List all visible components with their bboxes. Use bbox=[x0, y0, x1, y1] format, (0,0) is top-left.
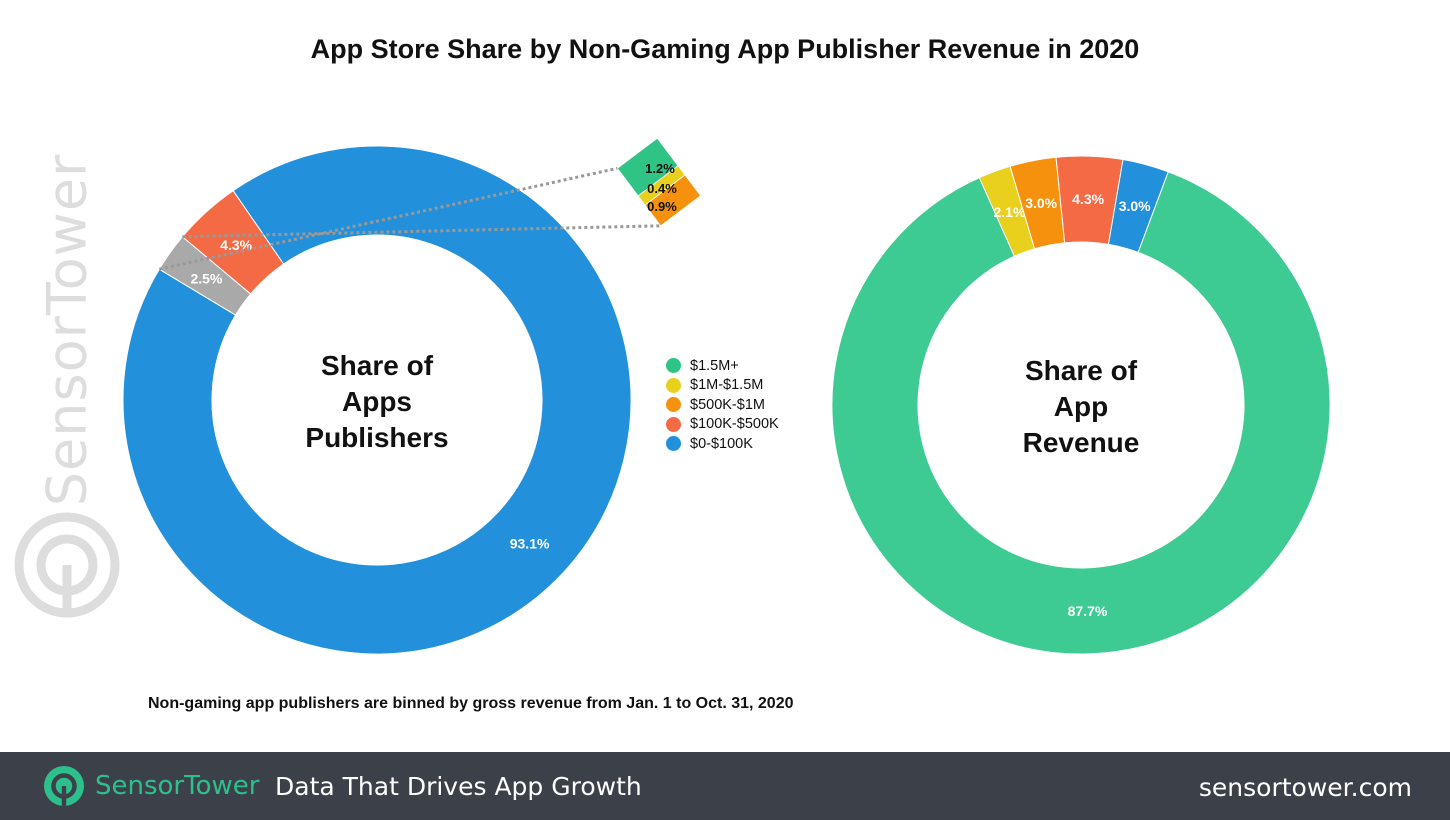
slice-0-100k bbox=[1107, 158, 1169, 253]
chart-title: App Store Share by Non-Gaming App Publis… bbox=[310, 34, 1140, 64]
footer-bar: SensorTower Data That Drives App Growth … bbox=[0, 752, 1450, 820]
slice-1-5m bbox=[831, 171, 1331, 655]
breakout-segment-500k-1m bbox=[644, 174, 702, 227]
center-label-line-3: Revenue bbox=[1023, 427, 1140, 458]
legend-swatch bbox=[666, 416, 681, 432]
center-label-line-2: App bbox=[1054, 391, 1108, 422]
center-label-line-2: Apps bbox=[342, 386, 412, 417]
donut-chart-1: 93.1% 2.5% 4.3% Share of Apps Publishers 1.2% 0… bbox=[122, 137, 702, 655]
data-label-1-5m: 87.7% bbox=[1068, 603, 1108, 619]
slice-0-100k bbox=[122, 145, 632, 655]
legend-label: $1M-$1.5M bbox=[690, 377, 764, 394]
legend-entry-1-5m: $1.5M+ bbox=[666, 356, 779, 376]
breakout-connector-bottom bbox=[182, 224, 661, 239]
sensortower-logo-icon bbox=[14, 512, 120, 618]
legend-swatch bbox=[666, 377, 681, 393]
breakout-bar bbox=[616, 137, 702, 227]
breakout-connector-top bbox=[158, 166, 618, 271]
slice-100k-500k bbox=[181, 189, 285, 295]
footer-tagline: Data That Drives App Growth bbox=[275, 772, 642, 801]
legend-entry-500k-1m: $500K-$1M bbox=[666, 395, 779, 415]
legend-label: $500K-$1M bbox=[690, 396, 765, 413]
footer-url[interactable]: sensortower.com bbox=[1198, 773, 1412, 802]
chart-canvas: 93.1% 2.5% 4.3% Share of Apps Publishers 1.2% 0… bbox=[122, 137, 1331, 655]
legend-swatch bbox=[666, 436, 681, 452]
legend-label: $100K-$500K bbox=[690, 416, 779, 433]
data-label-other: 2.5% bbox=[190, 270, 222, 286]
legend-entry-0-100k: $0-$100K bbox=[666, 434, 779, 454]
footer-brand-name: SensorTower bbox=[95, 771, 260, 801]
breakout-label-500k-1m: 0.9% bbox=[647, 199, 677, 214]
data-label-0-100k: 93.1% bbox=[510, 536, 550, 552]
footer-logo-icon bbox=[44, 766, 84, 806]
watermark: SensorTower bbox=[12, 154, 122, 620]
data-label-100k-500k: 4.3% bbox=[220, 237, 252, 253]
legend-label: $1.5M+ bbox=[690, 357, 739, 374]
legend-label: $0-$100K bbox=[690, 435, 753, 452]
center-label-line-1: Share of bbox=[1025, 355, 1138, 386]
center-label-line-3: Publishers bbox=[305, 422, 448, 453]
legend-entry-1m-1-5m: $1M-$1.5M bbox=[666, 376, 779, 396]
data-label-0-100k: 3.0% bbox=[1119, 198, 1151, 214]
data-label-1m-1-5m: 2.1% bbox=[994, 204, 1026, 220]
data-label-500k-1m: 3.0% bbox=[1025, 195, 1057, 211]
chart-legend: $1.5M+ $1M-$1.5M $500K-$1M $100K-$500K $0-$1… bbox=[666, 356, 779, 454]
center-label-line-1: Share of bbox=[321, 350, 434, 381]
legend-entry-100k-500k: $100K-$500K bbox=[666, 415, 779, 435]
legend-swatch bbox=[666, 397, 681, 413]
breakout-label-1m-1-5m: 0.4% bbox=[647, 181, 677, 196]
breakout-label-1-5m: 1.2% bbox=[645, 161, 675, 176]
chart-footnote: Non-gaming app publishers are binned by … bbox=[148, 695, 794, 712]
legend-swatch bbox=[666, 358, 681, 374]
data-label-100k-500k: 4.3% bbox=[1072, 191, 1104, 207]
